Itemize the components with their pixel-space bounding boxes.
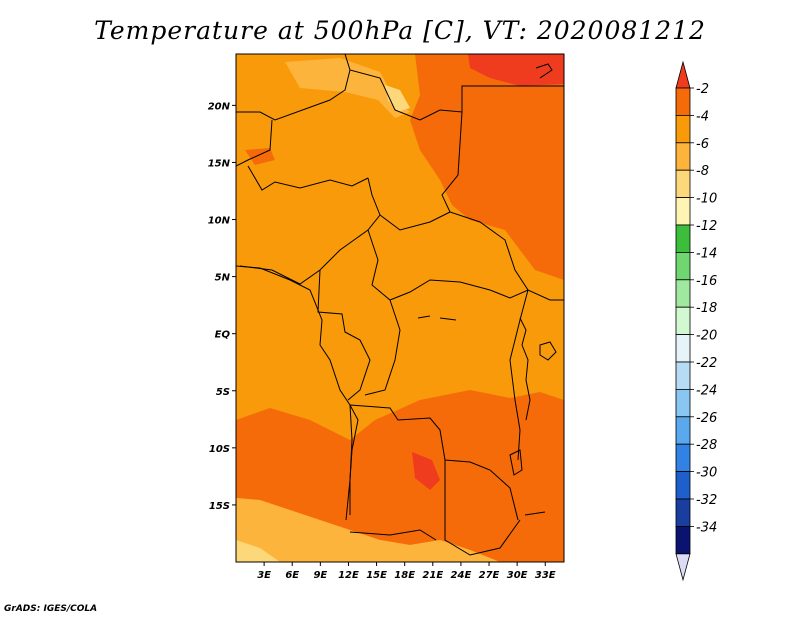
border-car bbox=[367, 229, 564, 301]
border-north bbox=[344, 54, 564, 121]
lat-label: 5N bbox=[215, 273, 231, 284]
colorbar-box bbox=[675, 142, 691, 171]
border-west-a bbox=[236, 119, 273, 167]
colorbar-label: -10 bbox=[696, 192, 717, 207]
colorbar-label: -22 bbox=[696, 356, 717, 371]
country-borders bbox=[236, 54, 564, 556]
field-cool-southwest bbox=[236, 498, 500, 562]
nile-delta bbox=[535, 63, 553, 79]
colorbar-box bbox=[675, 361, 691, 390]
lon-label: 33E bbox=[535, 570, 556, 581]
colorbar-label: -6 bbox=[696, 137, 709, 152]
coastline-west bbox=[236, 265, 359, 521]
colorbar-label: -32 bbox=[696, 493, 717, 508]
colorbar-label: -14 bbox=[696, 246, 717, 261]
colorbar-box bbox=[675, 526, 691, 555]
latitude-axis: 20N 15N 10N 5N EQ 5S 10S 15S bbox=[208, 101, 236, 512]
colorbar-box bbox=[675, 443, 691, 473]
colorbar-label: -2 bbox=[696, 82, 709, 97]
temperature-field bbox=[236, 54, 564, 562]
border-chad bbox=[379, 211, 451, 231]
lon-label: 30E bbox=[507, 570, 528, 581]
colorbar-label: -34 bbox=[696, 520, 717, 535]
field-coldest-north bbox=[385, 85, 410, 112]
border-namibia bbox=[349, 529, 437, 541]
colorbar-top-triangle bbox=[675, 60, 691, 89]
lon-label: 21E bbox=[422, 570, 443, 581]
lat-label: EQ bbox=[215, 330, 231, 341]
lat-label: 5S bbox=[216, 387, 230, 398]
lon-label: 3E bbox=[257, 570, 271, 581]
colorbar-box bbox=[675, 306, 691, 336]
colorbar-box bbox=[675, 498, 691, 527]
river-congo bbox=[417, 315, 457, 321]
border-sudan bbox=[441, 111, 529, 291]
colorbar-box bbox=[675, 388, 691, 418]
river-zambezi bbox=[524, 511, 546, 516]
border-angola bbox=[349, 404, 519, 521]
lat-label: 15N bbox=[208, 158, 231, 169]
lon-label: 6E bbox=[285, 570, 299, 581]
lon-label: 27E bbox=[479, 570, 500, 581]
lon-label: 18E bbox=[394, 570, 415, 581]
colorbar-label: -20 bbox=[696, 329, 717, 344]
colorbar-label: -30 bbox=[696, 466, 717, 481]
colorbar: -2 -4 -6 -8 -10 -12 -14 -16 -18 -20 -22 -24 -26 -28 -3… bbox=[675, 60, 717, 582]
colorbar-bottom-triangle bbox=[675, 553, 691, 582]
colorbar-label: -24 bbox=[696, 383, 717, 398]
lake-malawi bbox=[509, 449, 523, 476]
lat-label: 20N bbox=[208, 101, 231, 112]
colorbar-label: -12 bbox=[696, 219, 717, 234]
lake-victoria bbox=[539, 341, 557, 361]
colorbar-box bbox=[675, 115, 691, 144]
colorbar-box bbox=[675, 334, 691, 363]
colorbar-label: -16 bbox=[696, 274, 717, 289]
colorbar-label: -26 bbox=[696, 411, 717, 426]
colorbar-box bbox=[675, 197, 691, 226]
lat-label: 10N bbox=[208, 216, 231, 227]
field-warm-west bbox=[245, 148, 275, 165]
colorbar-label: -8 bbox=[696, 164, 709, 179]
colorbar-box bbox=[675, 279, 691, 308]
lon-label: 9E bbox=[313, 570, 327, 581]
map-frame bbox=[235, 53, 565, 563]
colorbar-label: -18 bbox=[696, 301, 717, 316]
colorbar-box bbox=[675, 224, 691, 253]
colorbar-box bbox=[675, 87, 691, 116]
border-northwest bbox=[236, 69, 351, 121]
border-zambia bbox=[444, 460, 521, 556]
field-cool-north bbox=[285, 58, 410, 118]
colorbar-box bbox=[675, 416, 691, 445]
border-east bbox=[509, 289, 529, 461]
great-lakes-west bbox=[519, 317, 531, 421]
colorbar-label: -4 bbox=[696, 109, 709, 124]
lon-label: 15E bbox=[366, 570, 387, 581]
border-sahel bbox=[247, 165, 369, 191]
lat-label: 15S bbox=[209, 501, 230, 512]
lat-label: 10S bbox=[209, 444, 230, 455]
field-warm-south bbox=[236, 390, 564, 562]
field-coldest-southwest bbox=[236, 540, 280, 562]
colorbar-box bbox=[675, 169, 691, 198]
longitude-axis: 3E 6E 9E 12E 15E 18E 21E 24E 27E 30E 33E bbox=[257, 562, 556, 581]
lon-label: 24E bbox=[451, 570, 472, 581]
field-hot-south bbox=[412, 452, 440, 490]
grads-credit: GrADS: IGES/COLA bbox=[4, 604, 98, 614]
border-cameroon bbox=[317, 269, 371, 401]
border-congo bbox=[364, 299, 401, 396]
colorbar-label: -28 bbox=[696, 438, 717, 453]
colorbar-box bbox=[675, 251, 691, 281]
border-nigeria bbox=[239, 177, 381, 285]
lon-label: 12E bbox=[338, 570, 359, 581]
colorbar-box bbox=[675, 471, 691, 500]
map-title: Temperature at 500hPa [C], VT: 202008121… bbox=[94, 16, 706, 45]
